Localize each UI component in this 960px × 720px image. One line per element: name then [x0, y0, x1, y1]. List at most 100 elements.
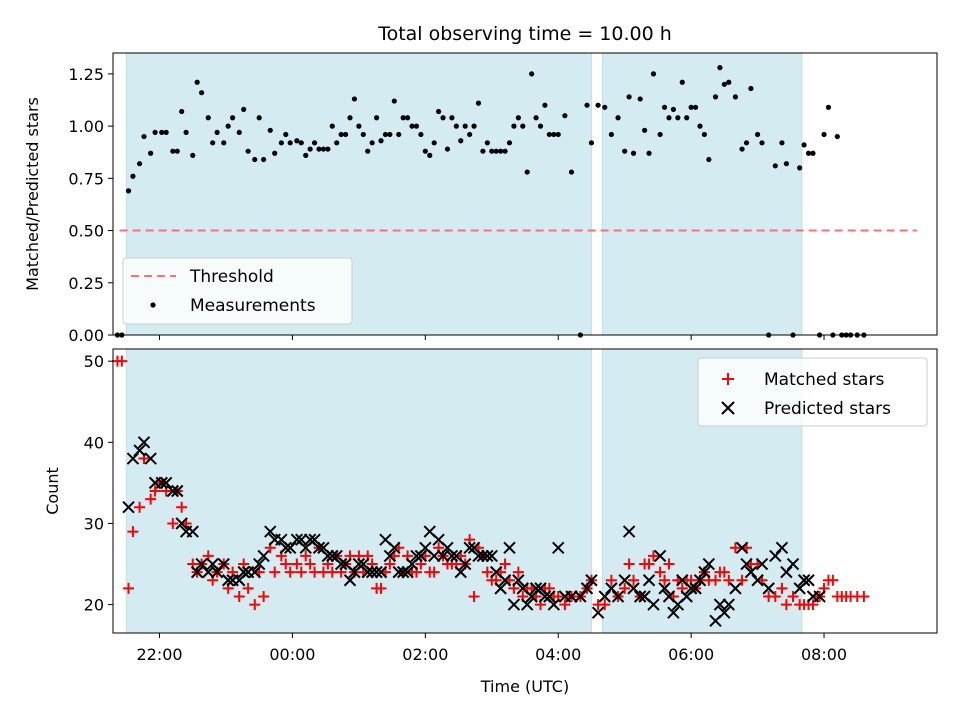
predicted-star-point-51: [374, 565, 388, 579]
measurement-point-48: [356, 123, 362, 129]
matched-star-point-94: [559, 599, 571, 611]
measurement-point-51: [369, 140, 375, 146]
measurement-point-54: [382, 131, 389, 138]
predicted-star-point-9: [171, 484, 184, 498]
matched-star-point-33: [284, 566, 296, 578]
measurement-point-66: [436, 108, 442, 115]
predicted-star-point-76: [485, 549, 498, 563]
measurement-point-80: [498, 148, 504, 154]
bottom-y-ticks: 20 30 40 50: [84, 352, 113, 615]
measurement-point-92: [551, 131, 557, 138]
measurement-point-115: [679, 79, 685, 85]
matched-star-point-37: [304, 558, 316, 570]
predicted-star-point-124: [729, 582, 742, 595]
legend-matched-swatch: [722, 373, 734, 385]
predicted-star-point-80: [503, 541, 516, 555]
predicted-star-point-96: [585, 574, 598, 587]
measurement-point-128: [743, 140, 750, 146]
measurement-point-13: [183, 129, 189, 135]
measurement-point-101: [608, 131, 614, 138]
predicted-star-point-126: [740, 557, 753, 571]
predicted-star-point-89: [543, 590, 556, 603]
predicted-star-point-69: [454, 565, 467, 579]
measurement-point-60: [409, 123, 415, 129]
bottom-ytick-label-1: 30: [84, 514, 104, 533]
measurement-point-15: [194, 79, 200, 85]
legend-threshold-label: Threshold: [189, 267, 274, 287]
predicted-star-point-79: [498, 574, 512, 587]
predicted-star-point-128: [751, 574, 764, 587]
matched-star-point-7: [149, 485, 161, 497]
predicted-star-point-94: [574, 590, 587, 603]
predicted-star-point-48: [361, 565, 374, 579]
measurement-point-77: [484, 140, 490, 146]
matched-star-point-105: [628, 574, 640, 586]
measurement-point-59: [405, 115, 411, 121]
measurement-point-3: [130, 173, 136, 179]
matched-star-point-134: [776, 582, 788, 594]
predicted-star-point-49: [365, 565, 379, 579]
x-axis-label: Time (UTC): [480, 677, 569, 696]
matched-star-point-25: [242, 582, 254, 594]
measurement-point-18: [210, 140, 216, 146]
measurement-point-24: [241, 106, 247, 112]
predicted-star-point-129: [755, 557, 769, 571]
matched-star-point-12: [176, 501, 188, 513]
measurement-point-16: [199, 90, 205, 96]
predicted-star-point-57: [401, 565, 414, 579]
predicted-star-point-74: [476, 549, 490, 563]
predicted-star-point-125: [735, 541, 749, 555]
measurement-point-135: [783, 161, 789, 167]
predicted-star-point-75: [481, 549, 494, 563]
measurement-point-133: [772, 163, 778, 169]
measurement-point-84: [515, 115, 521, 121]
matched-star-point-35: [295, 566, 307, 578]
measurement-point-97: [584, 102, 590, 108]
measurement-point-79: [493, 148, 499, 154]
matched-star-point-23: [233, 590, 245, 602]
predicted-star-point-26: [257, 549, 270, 563]
observing-window-2: [602, 52, 803, 336]
predicted-star-point-107: [647, 598, 660, 611]
predicted-star-point-24: [248, 565, 261, 579]
measurement-point-103: [622, 148, 628, 154]
predicted-star-point-111: [667, 606, 680, 619]
measurement-point-21: [225, 123, 231, 129]
measurement-point-40: [320, 146, 327, 152]
matched-star-point-135: [780, 599, 792, 611]
measurement-point-129: [748, 85, 754, 92]
bottom-xtick-label-5: 08:00: [801, 645, 847, 664]
measurement-point-98: [588, 140, 595, 146]
measurement-point-69: [449, 115, 455, 121]
measurement-point-83: [511, 123, 517, 129]
predicted-star-point-123: [722, 598, 735, 611]
measurement-point-6: [148, 150, 154, 156]
predicted-star-point-14: [195, 557, 208, 571]
predicted-star-point-108: [653, 549, 667, 563]
predicted-star-point-7: [159, 476, 173, 490]
matched-star-point-2: [123, 582, 135, 594]
predicted-star-point-54: [388, 541, 401, 555]
measurement-point-142: [821, 131, 827, 138]
measurement-point-63: [422, 148, 428, 154]
measurement-point-86: [524, 169, 530, 175]
bottom-xtick-label-4: 06:00: [668, 645, 714, 664]
predicted-star-point-50: [370, 565, 383, 579]
chart-title: Total observing time = 10.00 h: [377, 23, 672, 45]
predicted-star-point-95: [580, 582, 594, 595]
bottom-xtick-label-1: 00:00: [269, 645, 315, 664]
measurement-point-36: [303, 152, 309, 158]
predicted-star-point-117: [693, 574, 707, 587]
bottom-ytick-label-3: 50: [84, 352, 104, 371]
predicted-star-point-16: [206, 557, 219, 571]
measurement-point-123: [717, 65, 723, 71]
matched-star-point-125: [723, 574, 735, 586]
predicted-star-point-18: [217, 557, 230, 571]
matched-star-point-150: [858, 590, 870, 602]
predicted-star-point-19: [221, 574, 235, 587]
predicted-star-point-100: [611, 590, 625, 603]
bottom-xtick-label-2: 02:00: [402, 645, 448, 664]
predicted-star-point-8: [166, 484, 180, 498]
measurement-point-108: [646, 150, 652, 156]
measurement-point-4: [136, 161, 143, 167]
